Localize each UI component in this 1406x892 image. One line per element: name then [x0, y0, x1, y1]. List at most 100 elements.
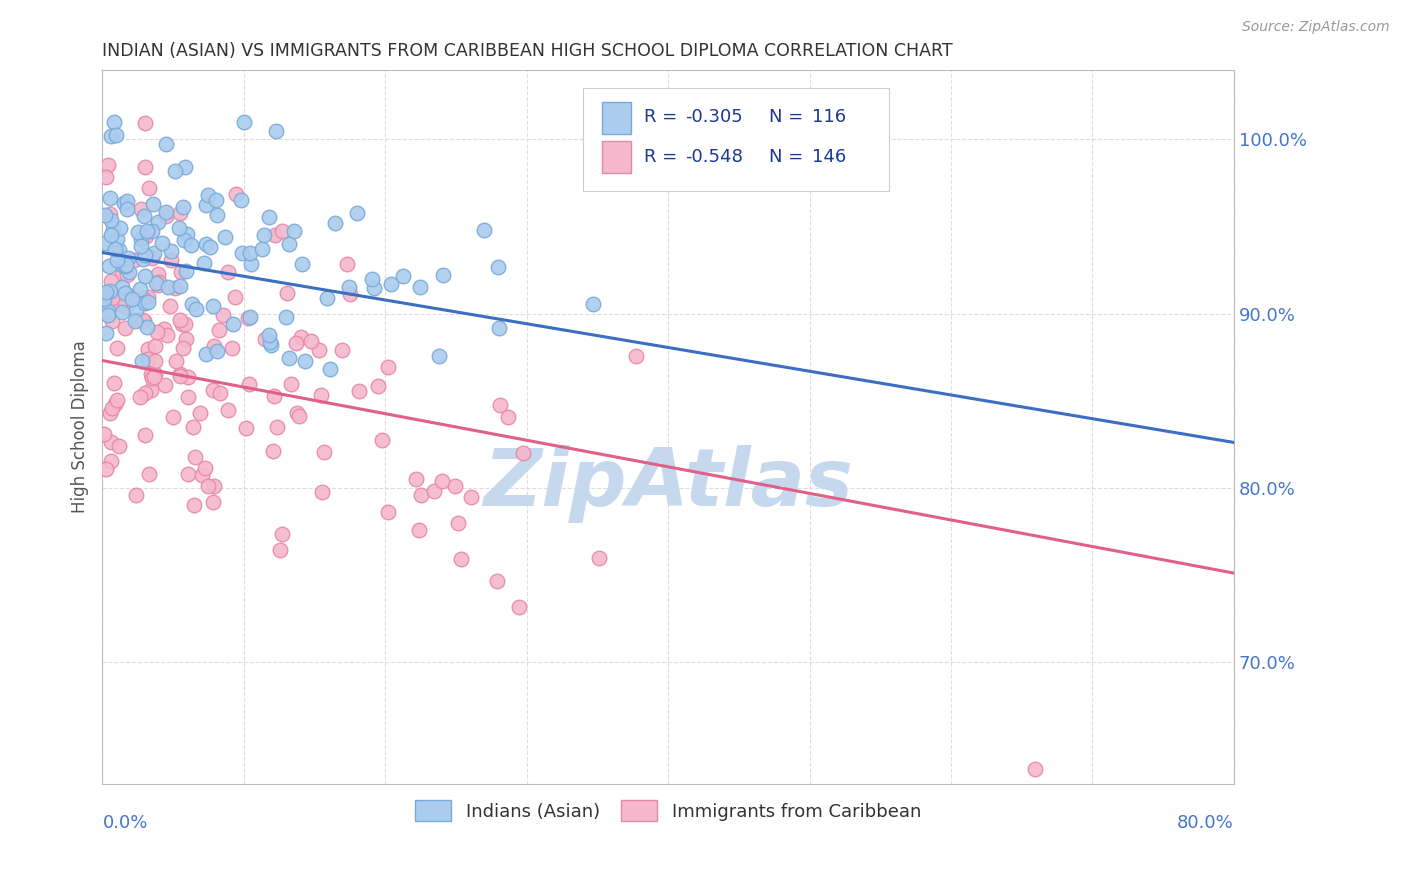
Point [136, 342, 159, 356]
Point [311, 485, 333, 500]
Point [135, 229, 157, 244]
Point [294, 354, 316, 368]
Point [94, 285, 117, 300]
Point [263, 388, 285, 402]
Text: R =: R = [644, 109, 683, 127]
Point [93, 292, 115, 306]
Point [225, 187, 247, 202]
Point [155, 377, 177, 392]
Point [124, 253, 146, 268]
Text: Source: ZipAtlas.com: Source: ZipAtlas.com [1241, 20, 1389, 34]
Point [181, 419, 204, 434]
Point [409, 488, 432, 502]
Point [115, 194, 138, 209]
Point [112, 297, 135, 311]
Point [141, 252, 163, 266]
Point [380, 277, 402, 292]
Point [290, 330, 312, 344]
Point [131, 312, 153, 326]
Point [129, 390, 152, 404]
Point [114, 260, 136, 274]
Point [114, 321, 136, 335]
Point [447, 516, 470, 530]
Point [193, 256, 215, 270]
Point [174, 263, 197, 277]
Point [150, 236, 173, 251]
Point [105, 232, 128, 246]
Legend: Indians (Asian), Immigrants from Caribbean: Indians (Asian), Immigrants from Caribbe… [408, 793, 928, 829]
Point [142, 370, 165, 384]
Point [136, 320, 159, 334]
Point [98, 288, 121, 302]
Point [339, 286, 361, 301]
Point [111, 279, 134, 293]
Point [430, 474, 453, 488]
Point [184, 450, 207, 464]
Point [117, 202, 139, 216]
Point [136, 295, 159, 310]
Point [155, 209, 177, 223]
Point [391, 269, 413, 284]
Point [211, 308, 233, 322]
Point [280, 376, 302, 391]
Point [138, 181, 160, 195]
Point [217, 265, 239, 279]
Point [127, 225, 149, 239]
Point [96, 170, 118, 185]
Point [148, 277, 170, 292]
Point [160, 244, 183, 259]
Point [146, 325, 169, 339]
Point [209, 385, 232, 400]
Point [111, 293, 134, 307]
Point [299, 334, 322, 348]
Point [141, 224, 163, 238]
Point [259, 334, 281, 349]
Point [136, 224, 159, 238]
Point [145, 339, 167, 353]
Point [98, 284, 121, 298]
Point [111, 305, 134, 319]
Point [134, 428, 156, 442]
Point [114, 258, 136, 272]
Point [100, 274, 122, 288]
Point [276, 286, 298, 301]
Point [181, 297, 204, 311]
Point [1024, 762, 1046, 776]
Point [132, 314, 155, 328]
Point [105, 253, 128, 268]
Point [330, 343, 353, 357]
Point [169, 206, 191, 220]
Point [100, 454, 122, 468]
Point [486, 260, 509, 274]
Point [131, 354, 153, 368]
Point [472, 223, 495, 237]
Point [114, 259, 136, 273]
Point [176, 390, 198, 404]
Point [174, 161, 197, 175]
Point [512, 446, 534, 460]
Point [101, 401, 124, 416]
Point [129, 202, 152, 216]
Point [308, 343, 330, 357]
Point [163, 164, 186, 178]
Point [132, 209, 155, 223]
Point [221, 342, 243, 356]
Point [180, 238, 202, 252]
Point [253, 228, 276, 243]
Point [176, 467, 198, 482]
Point [145, 276, 167, 290]
Point [405, 472, 427, 486]
Point [134, 160, 156, 174]
Point [169, 368, 191, 383]
Point [129, 239, 152, 253]
Point [197, 188, 219, 202]
Point [172, 341, 194, 355]
FancyBboxPatch shape [583, 87, 889, 191]
Point [160, 253, 183, 268]
Text: 80.0%: 80.0% [1177, 814, 1234, 832]
Point [128, 282, 150, 296]
Point [588, 551, 610, 566]
Point [288, 409, 311, 424]
Point [148, 275, 170, 289]
Text: N =: N = [769, 148, 808, 166]
